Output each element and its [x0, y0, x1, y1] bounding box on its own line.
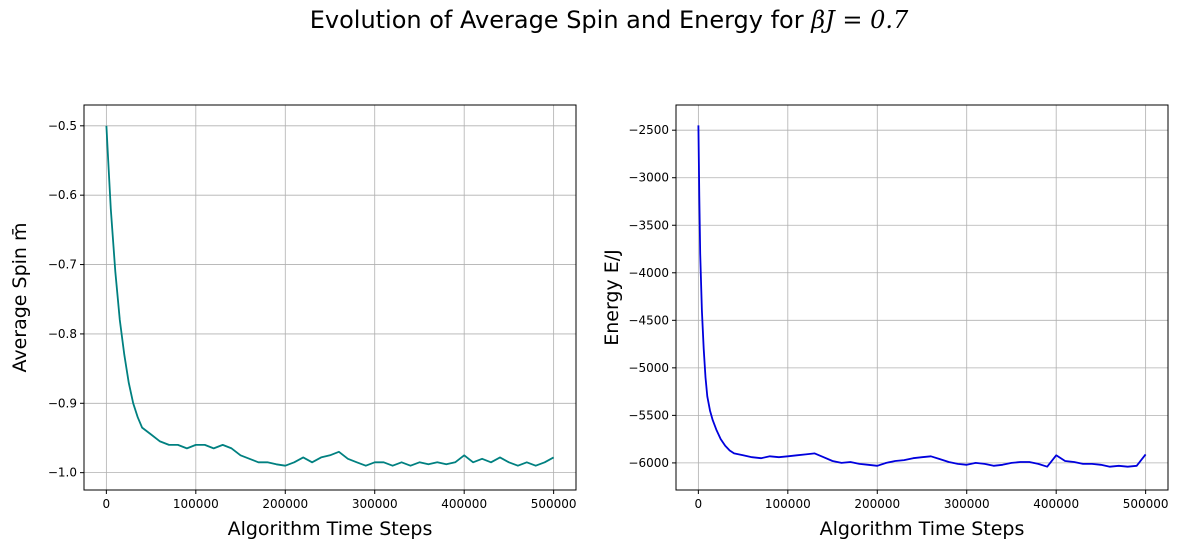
x-tick-label: 0: [695, 497, 703, 511]
y-tick-label: −4000: [628, 266, 669, 280]
x-tick-label: 400000: [441, 497, 487, 511]
y-axis-label: Average Spin m̄: [9, 222, 31, 372]
x-tick-label: 200000: [262, 497, 308, 511]
y-tick-label: −3000: [628, 171, 669, 185]
x-tick-label: 200000: [854, 497, 900, 511]
x-tick-label: 100000: [173, 497, 219, 511]
x-tick-label: 100000: [765, 497, 811, 511]
y-tick-label: −0.9: [48, 396, 77, 410]
y-tick-label: −5500: [628, 408, 669, 422]
y-tick-label: −4500: [628, 313, 669, 327]
chart-panel-1: 0 100000 200000 300000 400000 500000 −1.0 −0.9 −…: [9, 104, 577, 540]
figure-title-text: Evolution of Average Spin and Energy for: [309, 6, 812, 34]
y-tick-label: −6000: [628, 456, 669, 470]
x-axis-label: Algorithm Time Steps: [228, 518, 433, 540]
x-tick-label: 300000: [352, 497, 398, 511]
axes-frame: [83, 104, 577, 491]
y-tick-label: −1.0: [48, 466, 77, 480]
x-tick-label: 400000: [1033, 497, 1079, 511]
y-tick-label: −0.8: [48, 327, 77, 341]
series-line-1: [105, 125, 555, 467]
x-tick-label: 300000: [944, 497, 990, 511]
y-tick-label: −0.6: [48, 188, 77, 202]
y-tick-label: −2500: [628, 123, 669, 137]
x-tick-label: 500000: [1123, 497, 1169, 511]
y-tick-label: −0.7: [48, 258, 77, 272]
y-tick-label: −3500: [628, 218, 669, 232]
x-axis-label: Algorithm Time Steps: [820, 518, 1025, 540]
y-tick-label: −5000: [628, 361, 669, 375]
chart-panel-2: 0 100000 200000 300000 400000 500000 −6000 −550…: [601, 104, 1169, 540]
y-tick-label: −0.5: [48, 119, 77, 133]
axes-frame: [675, 104, 1169, 491]
figure-title-math: βJ = 0.7: [811, 6, 909, 34]
plot-area: [84, 105, 576, 490]
y-axis-label: Energy E/J: [601, 249, 623, 346]
plot-area: [676, 105, 1168, 490]
figure-title: Evolution of Average Spin and Energy for…: [0, 6, 1181, 34]
x-tick-label: 0: [103, 497, 111, 511]
x-tick-label: 500000: [531, 497, 577, 511]
series-line-1: [697, 125, 1147, 468]
